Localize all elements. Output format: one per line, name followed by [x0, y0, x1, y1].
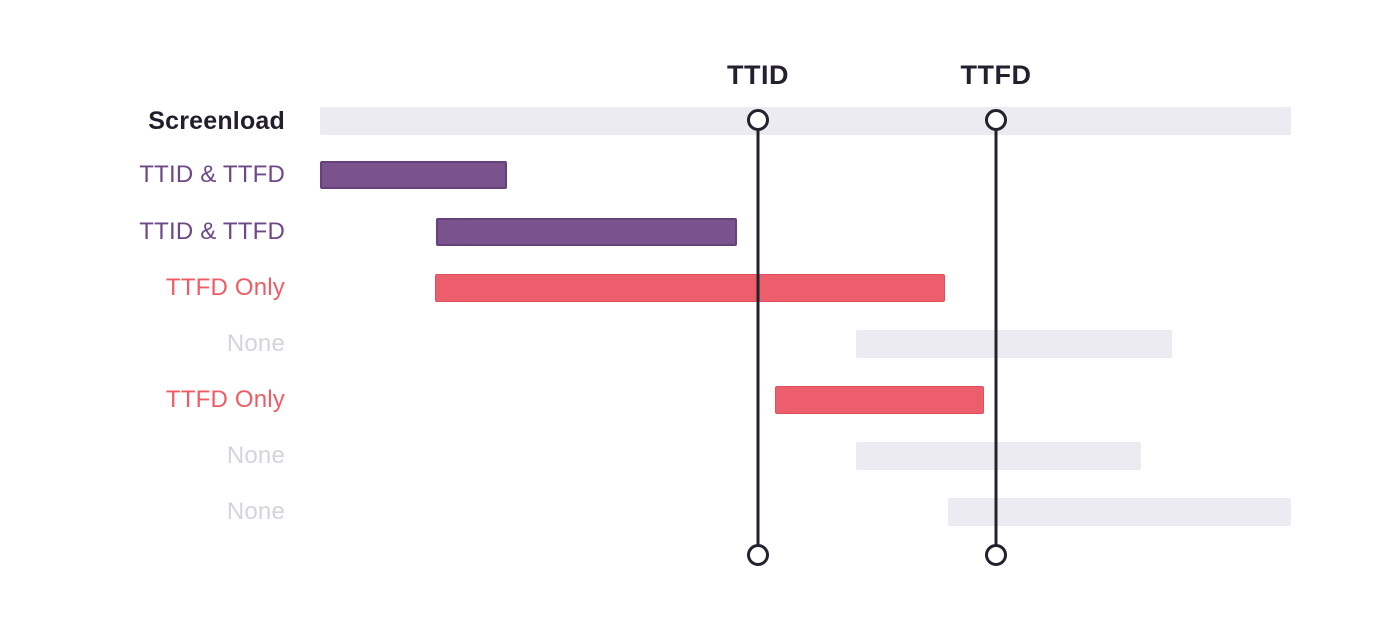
span-bar-neutral	[856, 442, 1141, 470]
row-label-ttfd-only: TTFD Only	[165, 274, 285, 301]
row-label-none: None	[226, 498, 285, 525]
ttid-marker-label: TTID	[727, 60, 789, 90]
ttfd-top-circle-icon	[985, 109, 1007, 131]
ttid-marker-line	[756, 120, 760, 555]
span-bar-purple	[436, 218, 737, 246]
span-bar-purple	[320, 161, 507, 189]
span-bar-red	[435, 274, 945, 302]
ttfd-bottom-circle-icon	[985, 544, 1007, 566]
row-label-ttid-and-ttfd: TTID & TTFD	[139, 161, 285, 188]
span-bar-neutral	[320, 107, 1291, 135]
ttid-bottom-circle-icon	[747, 544, 769, 566]
row-label-none: None	[226, 330, 285, 357]
row-label-ttfd-only: TTFD Only	[165, 386, 285, 413]
ttid-top-circle-icon	[747, 109, 769, 131]
span-bar-neutral	[948, 498, 1291, 526]
span-bar-red	[775, 386, 984, 414]
ttfd-marker-line	[994, 120, 998, 555]
row-label-ttid-and-ttfd: TTID & TTFD	[139, 218, 285, 245]
span-bar-neutral	[856, 330, 1172, 358]
row-label-screenload: Screenload	[148, 107, 285, 135]
row-label-none: None	[226, 442, 285, 469]
ttfd-marker-label: TTFD	[960, 60, 1032, 90]
